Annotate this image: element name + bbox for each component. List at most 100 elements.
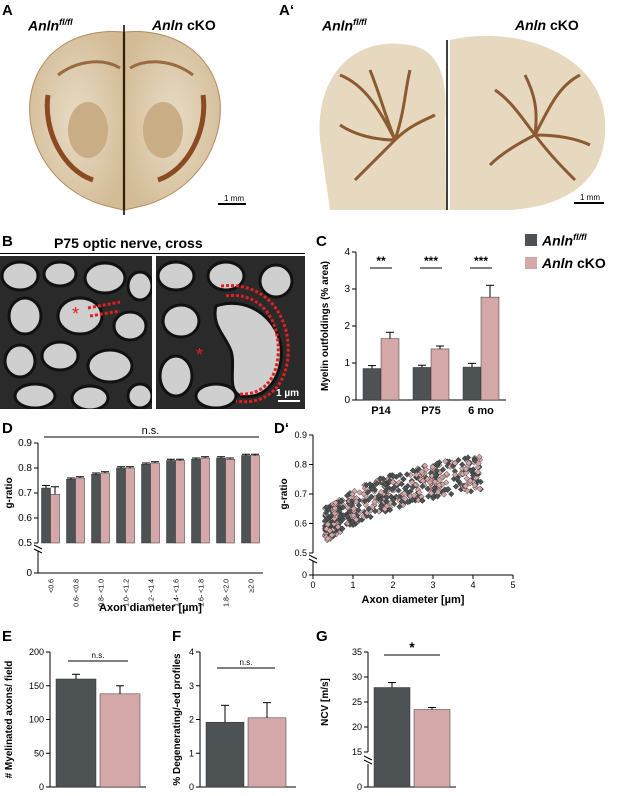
scatter-point [422,466,430,473]
scatter-point [398,480,405,488]
scatter-point [339,504,347,511]
bar [55,678,97,788]
scatter-point [419,497,426,504]
chart-d-prime: 0.5 0.6 0.7 0.8 0.9 00 1 2 3 4 5 g-ratio Axon diamet… [279,430,516,606]
scatter-point [431,478,439,485]
scatter-point [471,457,478,464]
bar [413,709,451,788]
scatter-point [409,483,416,491]
scatter-point [462,469,470,477]
x-tick-label: 3 [430,580,435,590]
axis-break [363,755,373,761]
genotype-label-cko: Anln cKO [515,17,579,33]
scatter-point [353,516,360,523]
scatter-point [419,483,426,490]
bar [250,455,260,544]
significance-label: ** [376,254,386,268]
scatter-point [375,508,382,515]
scatter-point [355,502,363,509]
scatter-point [424,485,431,492]
scatter-point [383,497,390,505]
scatter-point [455,456,462,464]
scatter-point [377,496,384,503]
scatter-point [395,487,402,494]
x-tick-label: 4 [470,580,475,590]
scatter-point [331,510,338,517]
chart-e: 0 50 100 150 200 # Myelinated axons/ field n.s… [4,647,146,792]
svg-text:*: * [196,345,203,365]
y-tick-label: 4 [189,647,194,657]
scatter-point [365,496,372,504]
scatter-point [425,493,432,500]
axis-break [33,544,43,550]
y-tick-label: 2 [344,321,350,332]
scatter-point [433,467,440,474]
scatter-point [344,512,351,520]
scatter-point [440,491,448,498]
panel-a-prime-image [310,20,615,215]
bar [50,494,60,544]
chart-f: 0 1 2 3 4 % Degenerating/-ed profiles n.s. [172,647,296,792]
scatter-point [391,500,398,508]
axis-break [308,558,318,564]
y-tick-label: 0.5 [18,538,32,549]
x-tick-label: 1.8- <2.0 [224,579,231,607]
x-axis-label: Axon diameter [µm] [362,594,465,606]
bar [91,474,101,544]
scatter-point [377,475,384,482]
scatter-point [465,459,472,467]
bar [166,460,176,544]
scatter-point [463,465,470,473]
y-tick-label: 0 [26,568,32,579]
y-tick-label: 0 [39,782,44,792]
scatter-point [407,492,414,500]
y-tick-label: 50 [34,748,44,758]
x-tick-label: 1.2- <1.4 [149,579,156,607]
scatter-point [462,482,469,490]
bar [150,462,160,544]
bar [241,455,251,544]
scatter-point [378,488,385,496]
bar [125,467,135,544]
scatter-point [445,486,452,493]
bar [75,477,85,544]
x-tick-label: 1.4- <1.6 [174,579,181,607]
scatter-point [471,482,478,489]
panel-letter-a: A [2,2,13,19]
scatter-point [373,480,380,487]
panel-a-image [8,20,253,215]
bar [380,338,400,401]
scatter-point [442,458,449,465]
scatter-point [476,485,483,492]
y-tick-label: 20 [352,722,362,732]
panel-letter-e: E [2,628,13,645]
em-micrograph-control: * [0,256,152,409]
scatter-point [364,489,371,496]
scatter-point [347,508,354,515]
scatter-point [431,485,438,492]
scatter-point [415,497,422,504]
bar [462,366,482,401]
y-tick-label: 0.7 [294,489,307,499]
scatter-point [459,461,466,468]
bar [100,472,110,544]
scatter-point [331,504,339,512]
bar [480,296,500,401]
x-axis-label: Axon diameter [µm] [99,602,202,614]
scatter-point [439,466,447,473]
y-tick-label: 1 [344,358,350,369]
y-axis-label: g-ratio [4,477,15,508]
scale-bar [218,203,246,205]
x-tick-label: 1.6- <1.8 [199,579,206,607]
y-tick-label: 0.6 [18,513,32,524]
significance-label: *** [424,254,438,268]
scatter-point [350,505,357,512]
scatter-point [368,493,375,500]
scatter-point [336,508,343,515]
em-micrograph-cko: * [156,256,305,409]
legend-swatch [525,234,537,247]
x-tick-label: P75 [421,405,441,417]
scatter-point [448,490,455,498]
scale-label: 1 mm [224,194,244,203]
scatter-point [381,505,388,513]
